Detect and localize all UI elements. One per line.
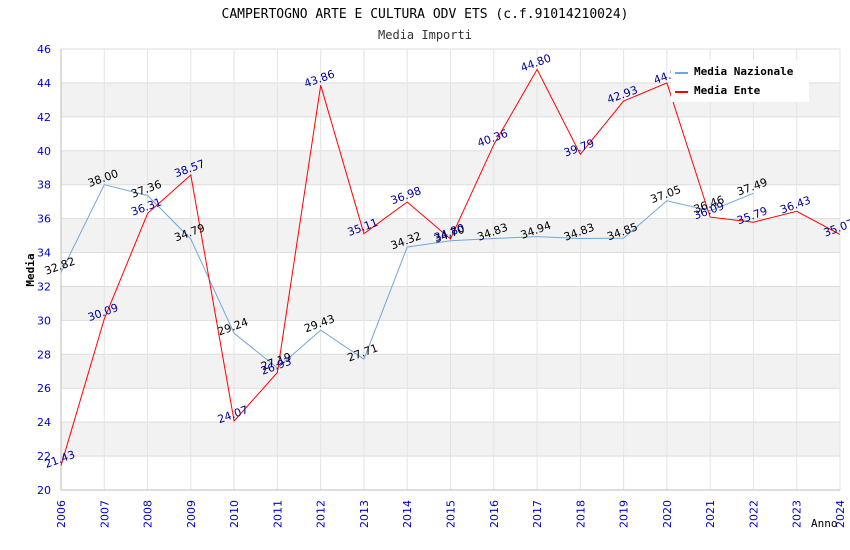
series-line-media-nazionale	[60, 184, 754, 369]
y-tick-label: 46	[37, 43, 51, 56]
y-axis-label: Media	[24, 253, 37, 286]
data-label: 36.98	[389, 184, 423, 207]
y-tick-labels: 20 22 24 26 28 30 32 34 36 38 40 42 44 46	[37, 43, 51, 497]
x-tick-label: 2011	[271, 500, 284, 528]
x-tick-label: 2015	[445, 500, 458, 528]
x-tick-label: 2017	[531, 500, 544, 528]
x-tick-label: 2008	[142, 500, 155, 528]
data-label: 36.43	[779, 194, 813, 217]
chart-subtitle: Media Importi	[378, 28, 472, 42]
x-tick-label: 2007	[98, 500, 111, 528]
legend-entry: Media Ente	[694, 84, 761, 97]
chart-title: CAMPERTOGNO ARTE E CULTURA ODV ETS (c.f.…	[222, 7, 629, 22]
legend-box	[671, 60, 809, 102]
x-tick-label: 2012	[315, 500, 328, 528]
y-tick-label: 32	[37, 280, 51, 293]
x-tick-label: 2023	[791, 500, 804, 528]
legend: Media Nazionale Media Ente	[671, 60, 809, 102]
x-tick-label: 2014	[401, 500, 414, 528]
x-tick-label: 2013	[358, 500, 371, 528]
series-line-media-ente	[60, 68, 841, 466]
x-tick-labels: 2006 2007 2008 2009 2010 2011 2012 2013 2014 2015…	[55, 500, 847, 528]
y-tick-label: 30	[37, 314, 51, 327]
x-axis-label: Anno	[811, 517, 838, 530]
x-tick-label: 2016	[488, 500, 501, 528]
data-label: 37.05	[649, 183, 683, 206]
x-tick-label: 2022	[747, 500, 760, 528]
y-tick-label: 40	[37, 145, 51, 158]
y-tick-label: 26	[37, 382, 51, 395]
y-tick-label: 20	[37, 484, 51, 497]
x-tick-label: 2021	[704, 500, 717, 528]
y-tick-label: 28	[37, 348, 51, 361]
x-tick-label: 2010	[228, 500, 241, 528]
series-lines	[60, 68, 841, 466]
x-tick-label: 2018	[574, 500, 587, 528]
y-tick-label: 22	[37, 450, 51, 463]
y-tick-label: 36	[37, 213, 51, 226]
legend-entry: Media Nazionale	[694, 65, 794, 78]
x-tick-label: 2009	[185, 500, 198, 528]
x-tick-label: 2019	[618, 500, 631, 528]
x-tick-label: 2024	[834, 500, 847, 528]
y-tick-label: 44	[37, 77, 51, 90]
axes	[60, 49, 840, 491]
x-tick-label: 2020	[661, 500, 674, 528]
x-tick-label: 2006	[55, 500, 68, 528]
y-tick-label: 24	[37, 416, 51, 429]
y-tick-label: 38	[37, 179, 51, 192]
grid-lines	[60, 48, 841, 491]
y-tick-label: 34	[37, 247, 51, 260]
y-tick-label: 42	[37, 111, 51, 124]
